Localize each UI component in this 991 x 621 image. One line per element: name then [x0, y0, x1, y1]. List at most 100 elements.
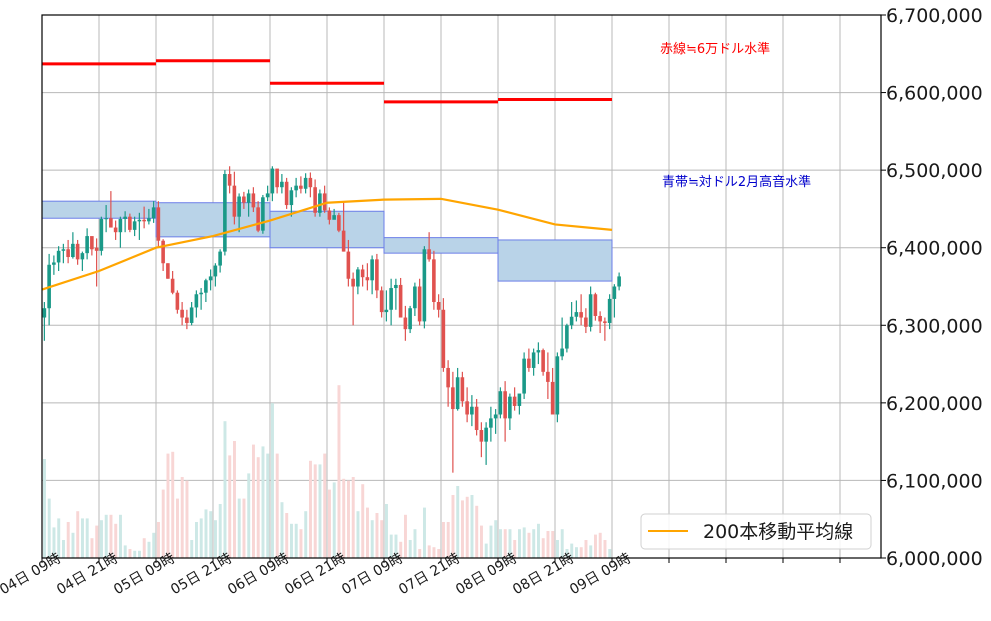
volume-bar: [43, 459, 46, 558]
volume-bar: [527, 532, 531, 558]
candle-body: [85, 236, 89, 254]
candle-body: [308, 177, 313, 188]
candle-body: [403, 317, 408, 330]
volume-bar: [195, 522, 198, 558]
candle-body: [356, 269, 360, 287]
volume-bar: [138, 550, 141, 558]
candle-body: [299, 185, 303, 189]
volume-bar: [294, 523, 298, 558]
volume-bar: [242, 498, 246, 558]
volume-bar: [157, 522, 160, 558]
candle-body: [208, 276, 213, 281]
volume-bar: [152, 532, 156, 558]
candle-body: [332, 215, 336, 220]
volume-bar: [76, 511, 80, 558]
candle-body: [588, 294, 593, 327]
blue-band: [497, 239, 613, 282]
volume-bar: [128, 549, 132, 558]
volume-bar: [408, 540, 412, 558]
candle-body: [75, 243, 80, 260]
volume-bar: [180, 477, 184, 558]
candle-body: [232, 185, 237, 217]
volume-bar: [347, 480, 350, 558]
legend-box: [640, 513, 872, 550]
volume-bar: [456, 486, 460, 558]
candle-body: [156, 207, 161, 241]
volume-bar: [575, 547, 578, 558]
candle-body: [598, 315, 602, 322]
volume-bar: [166, 453, 170, 558]
candle-body: [194, 294, 199, 308]
volume-bar: [584, 540, 588, 558]
candle-body: [465, 401, 469, 415]
volume-bar: [190, 540, 194, 558]
volume-bar: [437, 549, 441, 558]
candles: [42, 166, 621, 473]
ma-200-line: [41, 197, 613, 291]
y-axis: 6,000,000 6,100,000 6,200,000 6,300,000 6,40…: [881, 5, 983, 570]
blue-bands: [41, 200, 613, 282]
candle-body: [503, 391, 507, 419]
candle-body: [189, 307, 194, 323]
volume-bar: [223, 421, 227, 558]
candle-body: [413, 286, 417, 309]
volume-bar: [161, 489, 165, 558]
volume-bar: [385, 504, 388, 558]
candle-body: [322, 193, 327, 211]
candle-body: [451, 387, 455, 410]
volume-bar: [275, 453, 279, 558]
candle-body: [80, 253, 85, 260]
volume-bar: [62, 540, 65, 558]
volume-bar: [214, 520, 217, 558]
candle-body: [223, 174, 227, 252]
volume-bar: [551, 531, 555, 558]
candle-body: [137, 219, 142, 222]
candle-body: [256, 207, 260, 231]
volume-bar: [109, 514, 113, 558]
candle-body: [375, 259, 379, 291]
volume-bar: [85, 518, 89, 558]
volume-bar: [104, 514, 108, 558]
candle-body: [398, 284, 403, 318]
volume-bar: [204, 509, 208, 558]
volume-bar: [133, 550, 137, 558]
volume-bar: [499, 529, 502, 558]
candle-body: [56, 250, 61, 263]
volume-bar: [594, 534, 597, 558]
candle-body: [213, 265, 218, 277]
volume-bar: [537, 523, 540, 558]
candle-body: [370, 259, 374, 281]
candle-body: [99, 219, 104, 251]
volume-bar: [394, 534, 398, 558]
blue-band: [383, 237, 499, 254]
volume-bar: [489, 525, 493, 558]
candle-body: [565, 325, 569, 349]
volume-bar: [47, 498, 51, 558]
candle-body: [175, 292, 180, 310]
candle-body: [531, 352, 536, 368]
candle-body: [603, 321, 607, 323]
volume-bar: [475, 505, 479, 558]
candle-body: [161, 240, 165, 264]
candle-body: [313, 187, 317, 213]
candle-body: [489, 418, 493, 428]
candle-body: [132, 221, 137, 230]
volume-bar: [299, 529, 303, 558]
volume-bar: [560, 529, 564, 558]
legend: 200本移動平均線: [640, 513, 872, 550]
candle-body: [389, 288, 393, 310]
volume-bar: [280, 502, 284, 558]
volume-bar: [366, 507, 369, 558]
volume-bar: [237, 498, 241, 558]
candle-body: [61, 249, 66, 251]
candle-body: [474, 406, 479, 431]
volume-bar: [418, 549, 422, 558]
candle-body: [337, 215, 341, 231]
volume-bar: [252, 444, 255, 558]
volume-bar: [309, 460, 312, 558]
volume-bar: [233, 441, 236, 558]
volume-bar: [332, 482, 336, 558]
y-tick-label: 6,600,000: [886, 83, 983, 105]
